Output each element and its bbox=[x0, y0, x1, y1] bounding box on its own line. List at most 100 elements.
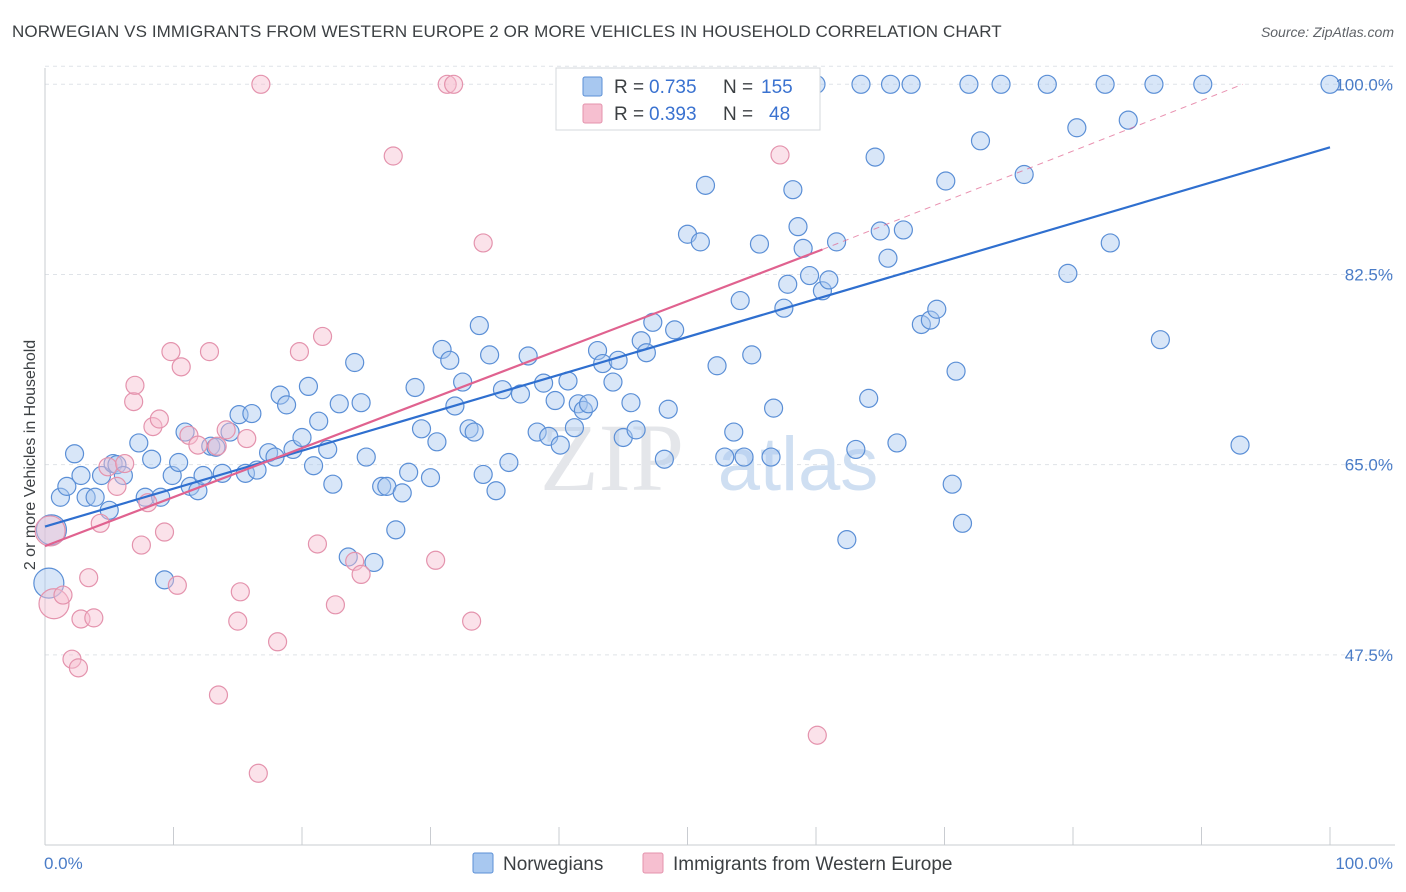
immigrants-point-14 bbox=[131, 535, 151, 555]
immigrants-point-36 bbox=[312, 326, 333, 347]
immigrants-point-37 bbox=[325, 595, 346, 615]
immigrants-point-29 bbox=[230, 582, 250, 602]
norwegians-point-104 bbox=[749, 234, 770, 254]
y-axis-label: 2 or more Vehicles in Household bbox=[22, 340, 39, 570]
norwegians-point-38 bbox=[298, 376, 319, 397]
legend-r-value-1: 0.735 bbox=[649, 77, 697, 98]
norwegians-point-15 bbox=[142, 449, 162, 469]
norwegians-point-100 bbox=[724, 422, 744, 442]
immigrants-point-28 bbox=[228, 611, 248, 631]
immigrants-point-7 bbox=[84, 608, 104, 628]
norwegians-point-7 bbox=[85, 487, 105, 507]
norwegians-point-97 bbox=[695, 175, 716, 195]
norwegians-point-120 bbox=[859, 388, 879, 408]
immigrants-point-47 bbox=[807, 725, 827, 745]
chart-title: NORWEGIAN VS IMMIGRANTS FROM WESTERN EUR… bbox=[12, 22, 1002, 41]
immigrants-point-4 bbox=[68, 658, 89, 678]
immigrants-point-2 bbox=[53, 585, 73, 605]
norwegians-point-76 bbox=[550, 435, 570, 455]
immigrants-point-35 bbox=[307, 534, 328, 554]
norwegians-point-57 bbox=[427, 432, 447, 452]
norwegians-point-87 bbox=[621, 393, 641, 413]
norwegians-point-80 bbox=[573, 400, 594, 420]
norwegians-point-23 bbox=[193, 465, 213, 486]
series-legend: Norwegians Immigrants from Western Europ… bbox=[472, 852, 952, 875]
norwegians-point-48 bbox=[364, 552, 384, 573]
immigrants-trend-line bbox=[44, 248, 823, 548]
norwegians-point-134 bbox=[952, 513, 973, 533]
watermark-atlas: atlas bbox=[718, 422, 879, 507]
immigrants-point-6 bbox=[79, 568, 99, 588]
legend-n-value-1: 155 bbox=[761, 77, 793, 98]
norwegians-point-61 bbox=[453, 372, 473, 392]
norwegians-point-52 bbox=[392, 483, 412, 503]
norwegians-point-137 bbox=[991, 74, 1011, 94]
y-tick-label-2: 82.5% bbox=[1345, 265, 1393, 284]
norwegians-point-133 bbox=[946, 361, 966, 381]
norwegians-point-139 bbox=[1037, 74, 1057, 94]
norwegians-point-2 bbox=[50, 487, 71, 507]
norwegians-point-126 bbox=[893, 220, 913, 240]
immigrants-point-10 bbox=[107, 476, 127, 496]
norwegians-point-112 bbox=[799, 265, 820, 286]
immigrants-point-44 bbox=[462, 611, 482, 631]
norwegians-point-129 bbox=[920, 310, 940, 330]
norwegians-point-70 bbox=[510, 384, 531, 404]
norwegians-point-141 bbox=[1067, 118, 1087, 138]
legend-n-value-2: 48 bbox=[769, 104, 790, 125]
legend-swatch-immigrants bbox=[582, 103, 603, 124]
legend-swatch-norwegians bbox=[582, 76, 603, 97]
immigrants-point-40 bbox=[383, 146, 403, 166]
norwegians-point-17 bbox=[154, 570, 175, 590]
norwegians-point-142 bbox=[1095, 74, 1115, 94]
norwegians-point-119 bbox=[851, 74, 871, 94]
norwegians-point-58 bbox=[432, 339, 452, 360]
immigrants-point-26 bbox=[208, 685, 229, 705]
immigrants-point-30 bbox=[237, 428, 257, 449]
immigrants-point-46 bbox=[770, 145, 790, 165]
norwegians-point-79 bbox=[568, 394, 588, 414]
norwegians-point-118 bbox=[846, 439, 866, 460]
immigrants-point-16 bbox=[143, 417, 163, 437]
norwegians-point-132 bbox=[942, 474, 962, 494]
norwegians-point-30 bbox=[242, 403, 262, 424]
stats-legend: R = 0.735 N = 155 R = 0.393 N = 48 bbox=[555, 67, 821, 131]
norwegians-point-40 bbox=[309, 411, 329, 431]
norwegians-point-105 bbox=[761, 447, 781, 467]
norwegians-point-122 bbox=[870, 221, 890, 241]
x-tick-label-0: 0.0% bbox=[44, 854, 83, 873]
norwegians-point-138 bbox=[1014, 164, 1034, 185]
immigrants-point-23 bbox=[188, 435, 208, 455]
norwegians-point-123 bbox=[878, 248, 898, 268]
norwegians-point-110 bbox=[788, 217, 808, 237]
immigrants-point-31 bbox=[248, 763, 268, 783]
norwegians-point-106 bbox=[763, 398, 784, 418]
norwegians-point-148 bbox=[1230, 435, 1250, 455]
norwegians-point-19 bbox=[169, 452, 189, 473]
y-tick-label-0: 47.5% bbox=[1345, 646, 1393, 665]
norwegians-point-4 bbox=[64, 444, 85, 464]
watermark-zip: ZIP bbox=[540, 404, 684, 511]
norwegians-point-54 bbox=[405, 377, 425, 398]
norwegians-point-3 bbox=[57, 476, 77, 496]
immigrants-point-34 bbox=[289, 342, 310, 362]
norwegians-point-128 bbox=[911, 314, 931, 335]
immigrants-point-18 bbox=[154, 522, 175, 542]
norwegians-point-53 bbox=[399, 462, 419, 482]
norwegians-point-93 bbox=[658, 399, 678, 419]
immigrants-point-25 bbox=[207, 436, 227, 456]
norwegians-point-98 bbox=[707, 356, 727, 376]
norwegians-point-46 bbox=[351, 393, 371, 413]
immigrants-point-21 bbox=[171, 357, 191, 377]
immigrants-point-13 bbox=[125, 375, 145, 395]
norwegians-point-115 bbox=[819, 270, 839, 290]
norwegians-point-92 bbox=[654, 449, 674, 469]
immigrants-point-43 bbox=[444, 74, 464, 94]
norwegians-point-45 bbox=[345, 352, 365, 373]
norwegians-point-5 bbox=[71, 465, 91, 486]
norwegians-point-55 bbox=[411, 419, 432, 439]
immigrants-point-0 bbox=[34, 515, 66, 547]
norwegians-point-131 bbox=[936, 171, 956, 191]
y-tick-labels: 47.5% 65.0% 82.5% 100.0% bbox=[1335, 75, 1393, 665]
